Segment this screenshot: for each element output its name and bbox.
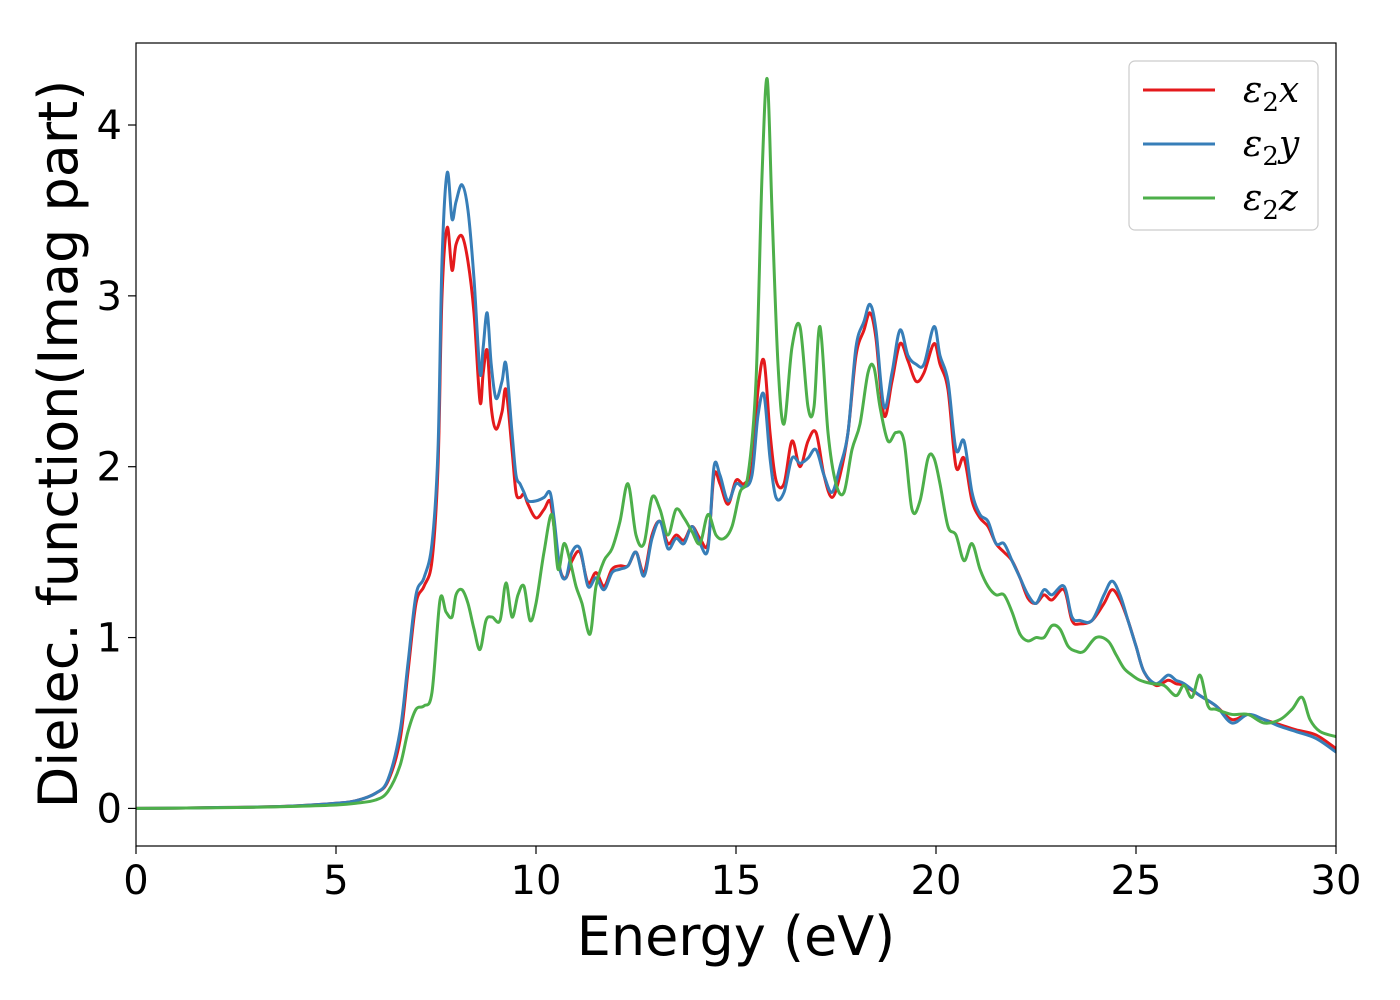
- x-tick-label: 5: [323, 858, 348, 904]
- legend-box: [1128, 60, 1319, 231]
- legend-label-z: ε2z: [1243, 178, 1299, 226]
- legend-label-y: ε2y: [1243, 124, 1300, 172]
- x-tick-label: 10: [511, 858, 562, 904]
- x-tick-label: 20: [911, 858, 962, 904]
- y-tick-label: 3: [97, 274, 122, 320]
- y-axis-ticks: 0 1 2 3 4: [97, 103, 136, 832]
- x-tick-label: 15: [711, 858, 762, 904]
- x-tick-label: 30: [1311, 858, 1362, 904]
- series-line-z: [136, 77, 1336, 810]
- x-tick-label: 0: [123, 858, 148, 904]
- y-tick-label: 2: [97, 445, 122, 491]
- y-tick-label: 1: [97, 616, 122, 662]
- y-tick-label: 4: [97, 103, 122, 149]
- legend-label-x: ε2x: [1243, 70, 1299, 118]
- x-tick-label: 25: [1111, 858, 1162, 904]
- x-axis-ticks: 0 5 10 15 20 25 30: [123, 846, 1361, 904]
- y-axis-title: Dielec. function(Imag part): [27, 80, 90, 809]
- series-layer: [136, 77, 1336, 810]
- x-axis-title: Energy (eV): [577, 905, 896, 968]
- legend: ε2x ε2y ε2z: [1128, 60, 1319, 231]
- y-tick-label: 0: [97, 786, 122, 832]
